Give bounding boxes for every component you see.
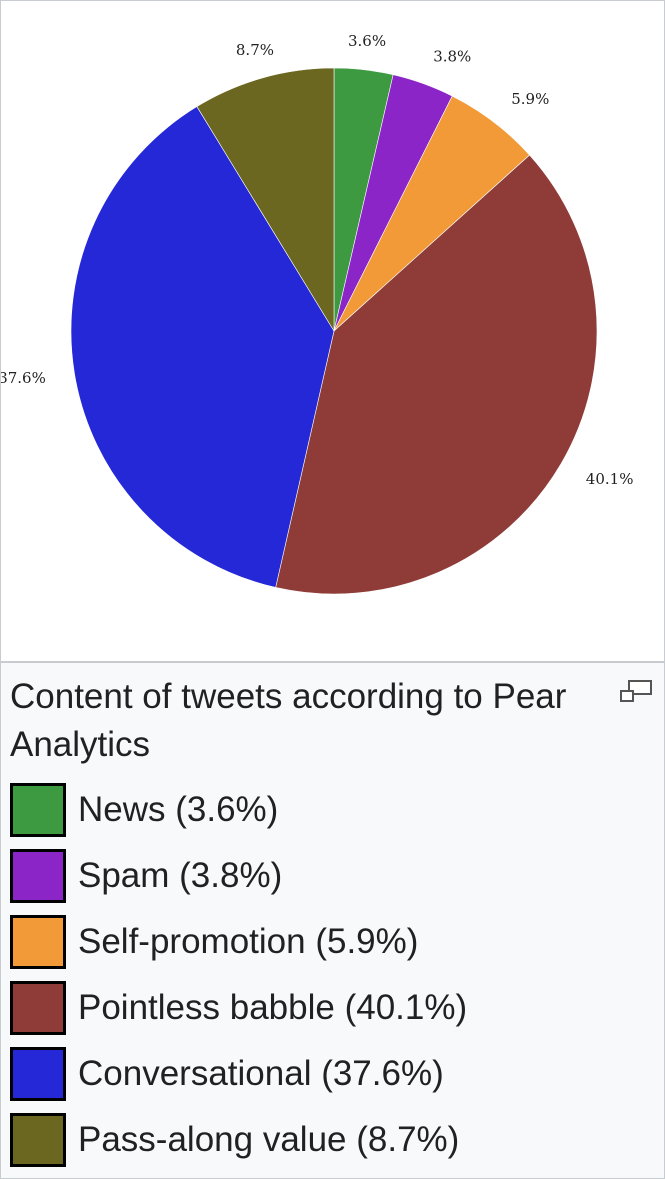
pie-slice-pointless-babble	[275, 154, 598, 595]
legend-label: News (3.6%)	[78, 790, 279, 829]
legend-label: Spam (3.8%)	[78, 856, 283, 895]
slice-label-spam: 3.8%	[433, 47, 471, 65]
slice-label-pointless-babble: 40.1%	[586, 470, 634, 488]
slice-label-self-promotion: 5.9%	[511, 90, 549, 108]
legend-swatch	[10, 849, 66, 903]
slice-label-pass-along-value: 8.7%	[236, 41, 274, 59]
legend-item: Self-promotion (5.9%)	[10, 909, 650, 975]
caption-area: Content of tweets according to Pear Anal…	[10, 673, 650, 1173]
legend-swatch	[10, 915, 66, 969]
slice-label-conversational: 37.6%	[1, 369, 46, 387]
pie-slice-conversational	[70, 106, 335, 588]
legend-label: Pointless babble (40.1%)	[78, 988, 468, 1027]
legend-label: Self-promotion (5.9%)	[78, 922, 419, 961]
legend-item: Pointless babble (40.1%)	[10, 975, 650, 1041]
legend-item: Spam (3.8%)	[10, 843, 650, 909]
legend: News (3.6%) Spam (3.8%) Self-promotion (5.…	[10, 777, 650, 1173]
enlarge-icon[interactable]	[619, 679, 653, 703]
legend-swatch	[10, 1047, 66, 1101]
legend-item: Conversational (37.6%)	[10, 1041, 650, 1107]
legend-item: News (3.6%)	[10, 777, 650, 843]
legend-swatch	[10, 1113, 66, 1167]
legend-label: Pass-along value (8.7%)	[78, 1120, 460, 1159]
legend-swatch	[10, 783, 66, 837]
legend-item: Pass-along value (8.7%)	[10, 1107, 650, 1173]
chart-image[interactable]: 3.6% 3.8% 5.9% 40.1% 37.6% 8.7%	[1, 1, 664, 663]
figure-caption: Content of tweets according to Pear Anal…	[10, 677, 567, 764]
pie-slice-pass-along-value	[196, 67, 335, 333]
legend-swatch	[10, 981, 66, 1035]
pie-chart: 3.6% 3.8% 5.9% 40.1% 37.6% 8.7%	[1, 32, 634, 595]
legend-label: Conversational (37.6%)	[78, 1054, 444, 1093]
slice-label-news: 3.6%	[348, 32, 386, 50]
